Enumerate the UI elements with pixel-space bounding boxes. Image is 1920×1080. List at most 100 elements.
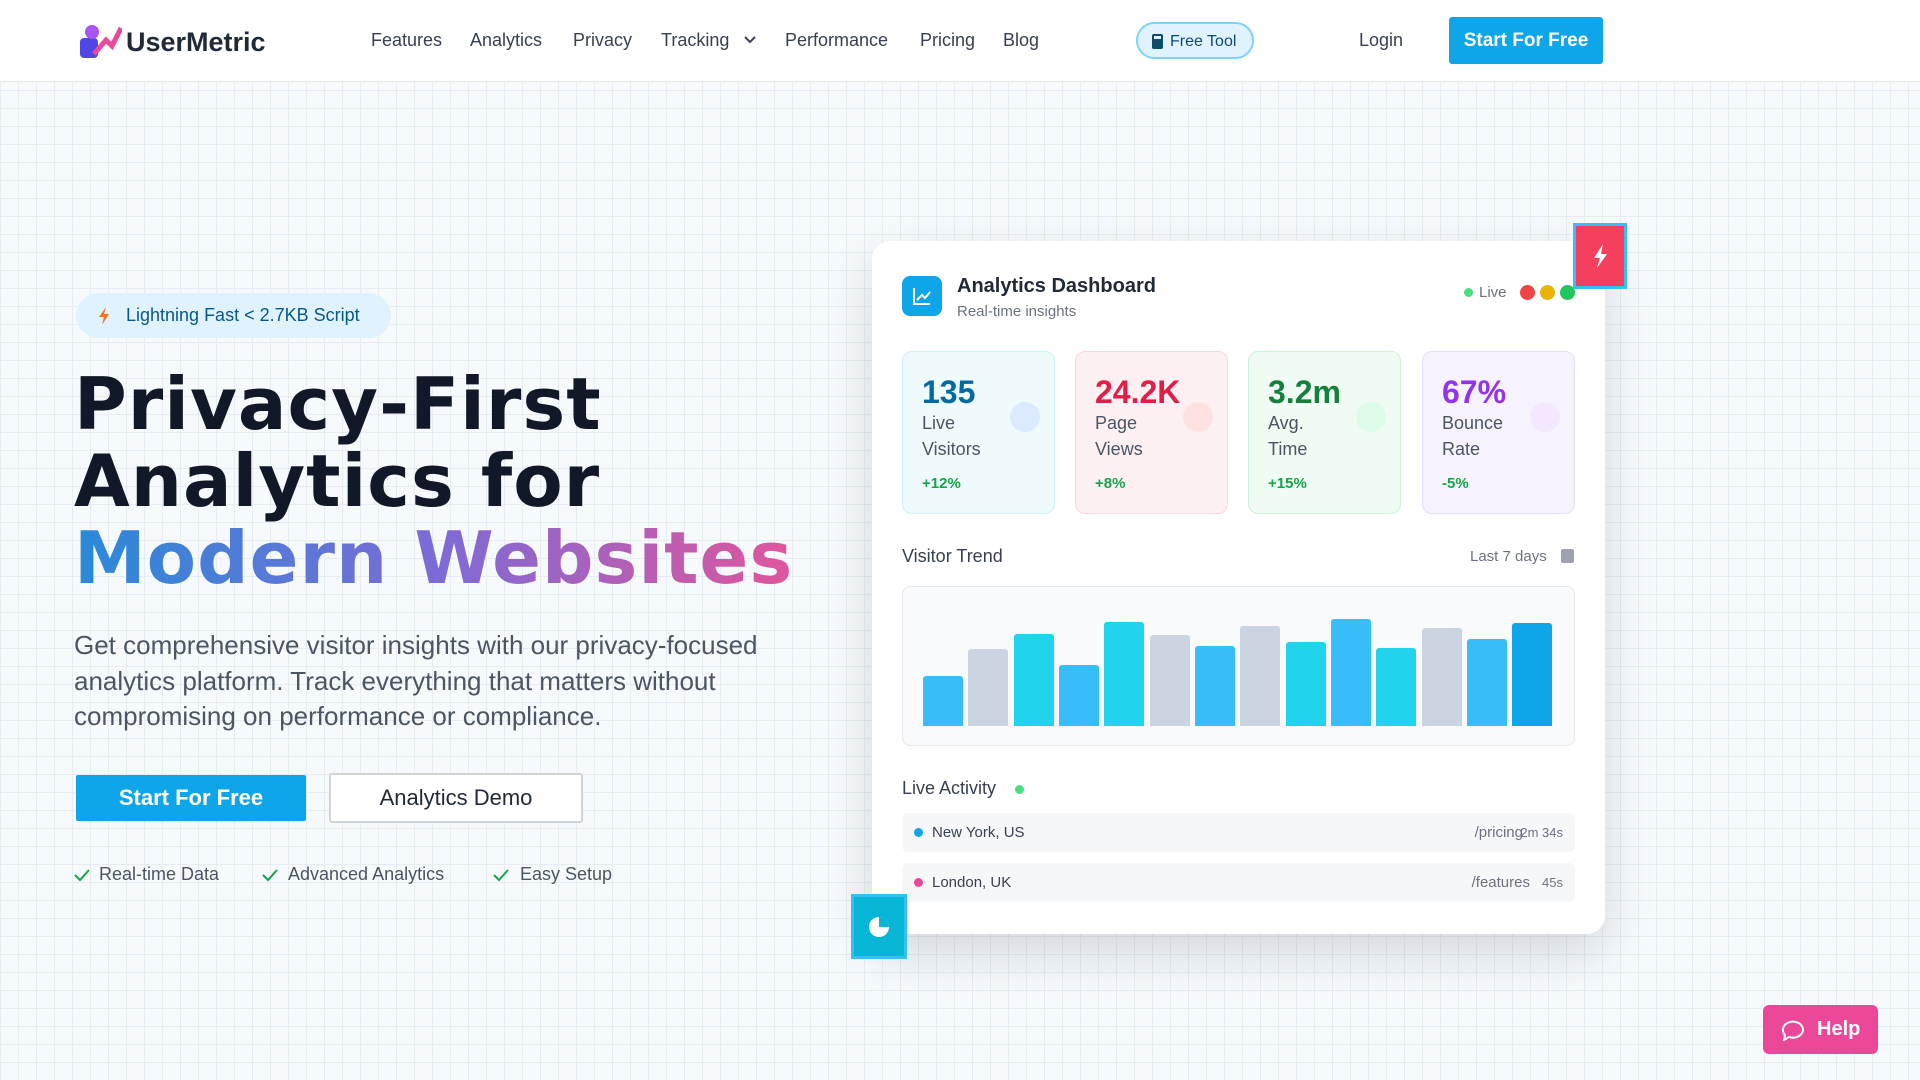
trend-bar	[1104, 622, 1144, 726]
trend-bar	[1422, 628, 1462, 726]
activity-page: /features	[1471, 874, 1530, 891]
trend-title: Visitor Trend	[902, 546, 1003, 566]
nav-link[interactable]: Analytics	[470, 30, 543, 50]
primary-button[interactable]: Start For Free	[76, 775, 306, 821]
nav-cta[interactable]: Start For Free	[1449, 17, 1603, 64]
check-icon	[262, 869, 278, 882]
activity-row: New York, US /pricing 2m 34s	[902, 813, 1575, 852]
stat-label: Page	[1095, 413, 1138, 433]
login-link[interactable]: Login	[1359, 30, 1404, 50]
activity-location: New York, US	[932, 824, 1025, 841]
stat-label: Live	[922, 413, 956, 433]
trend-bar	[1014, 634, 1054, 726]
help-button[interactable]: Help	[1763, 1005, 1878, 1054]
stat-label: Views	[1095, 439, 1143, 459]
nav-link[interactable]: Tracking	[661, 30, 730, 50]
trend-bar	[1376, 648, 1416, 726]
calendar-icon	[1561, 549, 1574, 563]
calc-icon	[1152, 34, 1163, 49]
activity-duration: 2m 34s	[1520, 825, 1563, 840]
dashboard-title: Analytics Dashboard	[957, 275, 1156, 297]
activity-dot	[1015, 785, 1024, 794]
free-tool-label: Free Tool	[1170, 33, 1237, 50]
trend-bar	[1286, 642, 1326, 726]
secondary-button[interactable]: Analytics Demo	[329, 773, 583, 823]
activity-duration: 45s	[1542, 875, 1563, 890]
live-dot	[1464, 288, 1473, 297]
hero-badge: Lightning Fast < 2.7KB Script	[76, 293, 391, 338]
trend-bar	[968, 649, 1008, 726]
stat-card: 3.2m Avg. Time +15%	[1248, 351, 1401, 514]
window-dot	[1520, 285, 1535, 300]
trend-bar	[1240, 626, 1280, 726]
title-highlight: Modern Websites	[74, 516, 794, 600]
logo-icon	[80, 25, 122, 58]
stat-change: +8%	[1095, 475, 1126, 492]
title-line: Privacy-First	[74, 362, 602, 446]
row-dot	[914, 878, 923, 887]
trend-bar	[1331, 619, 1371, 726]
stat-label: Visitors	[922, 439, 981, 459]
stat-icon	[1010, 402, 1040, 432]
bolt-icon	[99, 307, 109, 325]
stat-value: 24.2K	[1095, 374, 1181, 410]
trend-chart	[902, 586, 1575, 746]
stat-value: 67%	[1442, 374, 1507, 410]
stat-change: -5%	[1442, 475, 1469, 492]
hero-description: Get comprehensive visitor insights with …	[74, 630, 758, 731]
nav-link[interactable]: Privacy	[573, 30, 633, 50]
trend-bar	[1195, 646, 1235, 726]
nav-link[interactable]: Features	[371, 30, 443, 50]
feature: Real-time Data	[99, 864, 220, 884]
dashboard-card: Analytics Dashboard Real-time insights L…	[872, 241, 1605, 934]
dropdown-caret	[744, 36, 756, 44]
stat-label: Time	[1268, 439, 1308, 459]
badge-text: Lightning Fast < 2.7KB Script	[126, 305, 360, 325]
trend-bar	[1467, 639, 1507, 726]
activity-page: /pricing	[1474, 824, 1523, 841]
row-dot	[914, 828, 923, 837]
navbar: UserMetric Features Analytics Privacy Tr…	[0, 0, 1920, 82]
stat-card: 67% Bounce Rate -5%	[1422, 351, 1575, 514]
stat-card: 24.2K Page Views +8%	[1075, 351, 1228, 514]
trend-bar	[1059, 665, 1099, 726]
feature: Advanced Analytics	[288, 864, 445, 884]
activity-title: Live Activity	[902, 778, 997, 798]
stat-value: 135	[922, 374, 976, 410]
dashboard-icon	[902, 276, 942, 316]
stat-change: +15%	[1268, 475, 1307, 492]
window-dot	[1560, 285, 1575, 300]
stat-icon	[1530, 402, 1560, 432]
float-badge	[1573, 223, 1627, 289]
activity-row: London, UK /features 45s	[902, 863, 1575, 902]
float-badge	[851, 894, 907, 959]
stat-label: Rate	[1442, 439, 1481, 459]
feature: Easy Setup	[520, 864, 613, 884]
trend-bar	[923, 676, 963, 726]
check-icon	[74, 869, 90, 882]
title-line: Analytics for	[74, 439, 601, 523]
brand[interactable]: UserMetric	[126, 27, 266, 57]
dashboard-subtitle: Real-time insights	[957, 303, 1077, 320]
stat-value: 3.2m	[1268, 374, 1341, 410]
stat-label: Avg.	[1268, 413, 1304, 433]
stat-icon	[1356, 402, 1386, 432]
nav-link[interactable]: Performance	[785, 30, 889, 50]
trend-range: Last 7 days	[1470, 548, 1547, 565]
stat-change: +12%	[922, 475, 961, 492]
stat-card: 135 Live Visitors +12%	[902, 351, 1055, 514]
trend-bar	[1512, 623, 1552, 726]
nav-link[interactable]: Pricing	[920, 30, 976, 50]
stat-label: Bounce	[1442, 413, 1504, 433]
activity-location: London, UK	[932, 874, 1012, 891]
free-tool-pill[interactable]: Free Tool	[1136, 22, 1254, 59]
window-dot	[1540, 285, 1555, 300]
help-label: Help	[1817, 1018, 1861, 1040]
hero-title: Privacy-First Analytics for Modern Websi…	[74, 366, 793, 597]
chat-icon	[1781, 1020, 1804, 1041]
stat-icon	[1183, 402, 1213, 432]
trend-bar	[1150, 635, 1190, 726]
nav-link[interactable]: Blog	[1003, 30, 1040, 50]
